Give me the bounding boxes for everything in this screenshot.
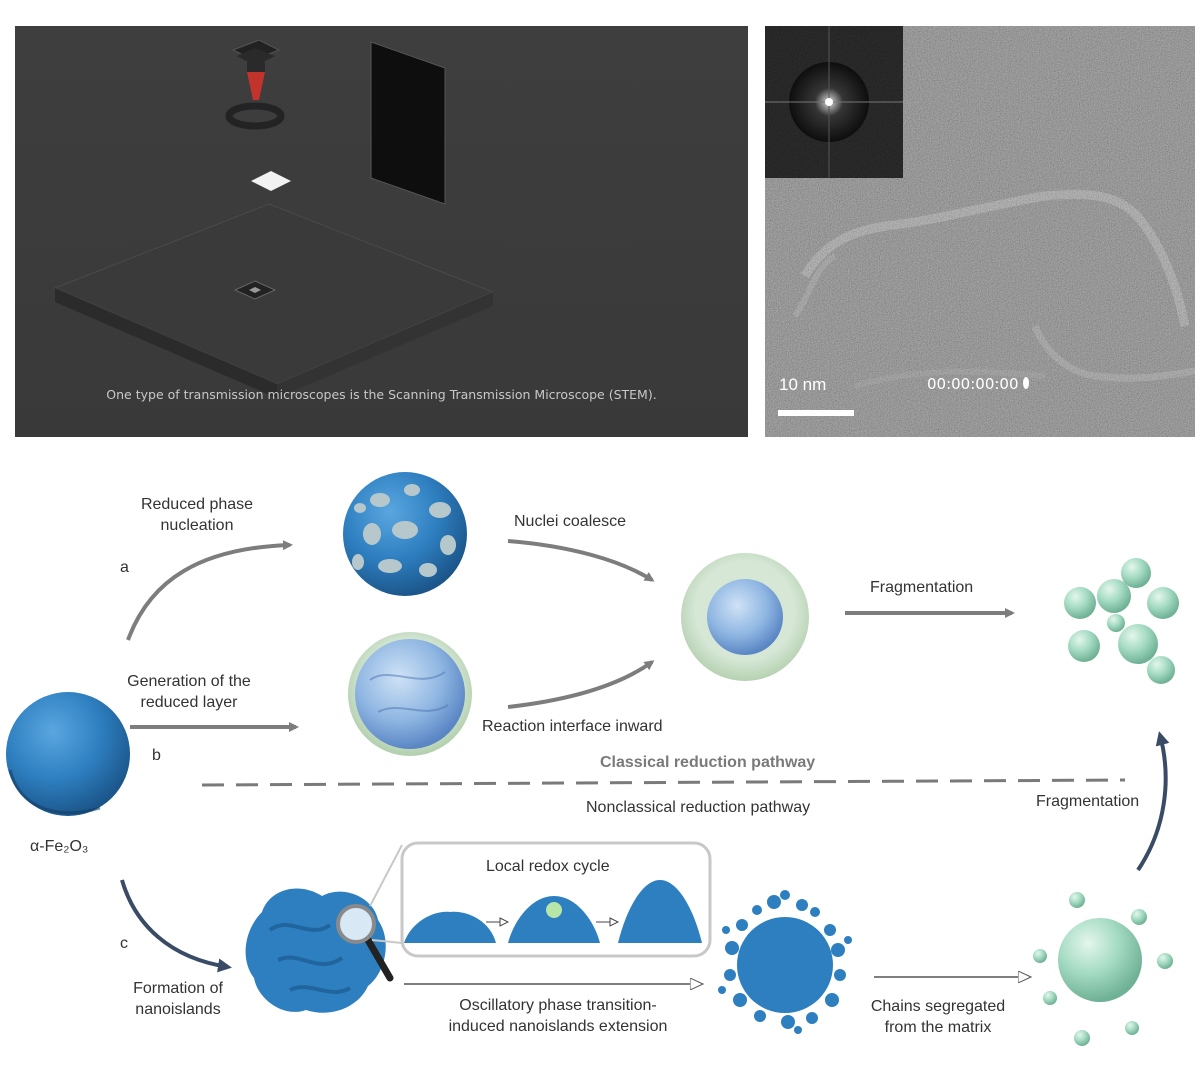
extension-label: Oscillatory phase transition- induced na…	[420, 995, 696, 1037]
timestamp-cursor-icon	[1023, 377, 1029, 389]
core-shell-sphere	[681, 553, 809, 681]
path-a-arrow	[126, 540, 293, 641]
path-a-letter: a	[120, 559, 129, 576]
hematite-label: α-Fe₂O₃	[30, 838, 89, 855]
redox-cycle-title: Local redox cycle	[486, 858, 610, 875]
scale-bar	[778, 410, 854, 416]
extended-nanoislands	[718, 890, 852, 1034]
fragment-cluster-top	[1064, 558, 1179, 684]
interface-inward-label: Reaction interface inward	[482, 718, 663, 735]
fragmentation-label-bottom: Fragmentation	[1036, 793, 1140, 810]
stem-caption: One type of transmission microscopes is …	[106, 387, 657, 402]
reduced-layer-sphere	[348, 632, 472, 756]
interface-inward-arrow	[507, 660, 655, 709]
hematite-sphere	[6, 692, 130, 816]
path-c-letter: c	[120, 935, 128, 952]
extension-label-line1: Oscillatory phase transition-	[459, 997, 657, 1014]
video-timestamp: 00:00:00:00	[927, 375, 1019, 393]
tem-micrograph	[765, 26, 1195, 437]
classical-pathway-label: Classical reduction pathway	[600, 754, 816, 771]
segregation-label-line2: from the matrix	[884, 1019, 992, 1036]
fragmentation-arrow-bottom	[1136, 731, 1170, 872]
reduced-layer-label-line1: Generation of the	[127, 673, 251, 690]
scale-bar-label: 10 nm	[779, 375, 827, 394]
segregated-particle	[1033, 892, 1173, 1046]
nonclassical-pathway-label: Nonclassical reduction pathway	[586, 799, 811, 816]
nanoisland-formation-label-line1: Formation of	[133, 980, 223, 997]
reduced-layer-label: Generation of the reduced layer	[106, 671, 272, 713]
segregation-label-line1: Chains segregated	[870, 998, 1006, 1015]
nucleation-label-line1: Reduced phase	[140, 496, 254, 513]
path-b-letter: b	[152, 747, 161, 764]
path-c-arrow	[120, 879, 232, 973]
extension-label-line2: induced nanoislands extension	[448, 1018, 668, 1035]
stem-instrument-illustration	[53, 39, 495, 398]
nanoisland-formation-label-line2: nanoislands	[135, 1001, 221, 1018]
fragmentation-label-top: Fragmentation	[870, 579, 974, 596]
redox-cycle-inset	[369, 841, 712, 958]
coalesce-arrow	[507, 539, 655, 582]
stem-animation-panel: One type of transmission microscopes is …	[15, 26, 748, 437]
nucleation-label-line2: nucleation	[160, 517, 234, 534]
pathway-divider	[201, 778, 1126, 787]
segregation-label: Chains segregated from the matrix	[858, 996, 1018, 1038]
tem-image-panel: 10 nm 00:00:00:00	[765, 26, 1195, 437]
nucleation-sphere	[343, 472, 467, 596]
magnifier-icon	[336, 904, 394, 982]
reduced-layer-label-line2: reduced layer	[140, 694, 238, 711]
nucleation-label: Reduced phase nucleation	[112, 494, 282, 536]
nanoisland-formation-label: Formation of nanoislands	[108, 978, 248, 1020]
coalesce-label: Nuclei coalesce	[514, 513, 627, 530]
